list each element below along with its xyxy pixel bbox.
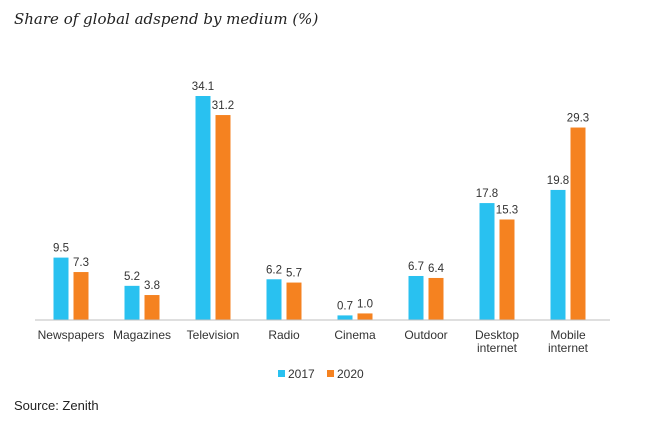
data-label-2017-0: 9.5: [53, 243, 69, 255]
bar-2020-0: [73, 272, 89, 320]
data-label-2017-7: 19.8: [547, 175, 569, 187]
legend-label-2017: 2017: [288, 367, 315, 381]
category-label-0: Newspapers: [38, 328, 105, 342]
data-label-2017-5: 6.7: [408, 261, 424, 273]
legend-swatch-2020: [327, 370, 334, 377]
bar-2020-1: [144, 295, 160, 320]
bar-2017-4: [337, 315, 353, 320]
category-label-6: internet: [477, 341, 518, 355]
category-label-1: Magazines: [113, 328, 171, 342]
data-label-2020-2: 31.2: [212, 100, 234, 112]
category-label-6: Desktop: [475, 328, 519, 342]
source-note: Source: Zenith: [14, 398, 99, 413]
data-label-2020-0: 7.3: [73, 257, 89, 269]
data-label-2017-4: 0.7: [337, 300, 353, 312]
category-label-2: Television: [187, 328, 240, 342]
data-label-2017-2: 34.1: [192, 81, 214, 93]
data-label-2020-3: 5.7: [286, 268, 302, 280]
bar-2017-1: [124, 285, 140, 320]
data-label-2020-5: 6.4: [428, 263, 445, 275]
bar-2020-2: [215, 115, 231, 320]
bar-2017-5: [408, 275, 424, 320]
bar-2017-6: [479, 203, 495, 320]
data-label-2017-6: 17.8: [476, 188, 498, 200]
bar-2020-7: [570, 127, 586, 320]
legend-label-2020: 2020: [337, 367, 364, 381]
bar-2017-2: [195, 96, 211, 320]
bar-2020-5: [428, 277, 444, 320]
data-label-2017-1: 5.2: [124, 271, 140, 283]
chart-title: Share of global adspend by medium (%): [14, 10, 319, 28]
labels-group: 9.5 7.3 Newspapers 5.2 3.8 Magazines 34.1 31.2 T…: [38, 81, 590, 355]
category-label-7: Mobile: [550, 328, 586, 342]
category-label-5: Outdoor: [404, 328, 447, 342]
data-label-2020-1: 3.8: [144, 280, 160, 292]
category-label-4: Cinema: [334, 328, 376, 342]
bars-group: [53, 96, 586, 320]
bar-2017-7: [550, 189, 566, 320]
bar-2020-3: [286, 282, 302, 320]
data-label-2020-4: 1.0: [357, 298, 373, 310]
data-label-2020-6: 15.3: [496, 204, 518, 216]
legend-swatch-2017: [278, 370, 285, 377]
bar-2017-0: [53, 257, 69, 320]
category-label-3: Radio: [268, 328, 300, 342]
category-label-7: internet: [548, 341, 589, 355]
bar-2020-4: [357, 313, 373, 320]
data-label-2020-7: 29.3: [567, 113, 589, 125]
data-label-2017-3: 6.2: [266, 264, 282, 276]
bar-2020-6: [499, 219, 515, 320]
bar-2017-3: [266, 279, 282, 320]
legend: 2017 2020: [278, 367, 364, 381]
